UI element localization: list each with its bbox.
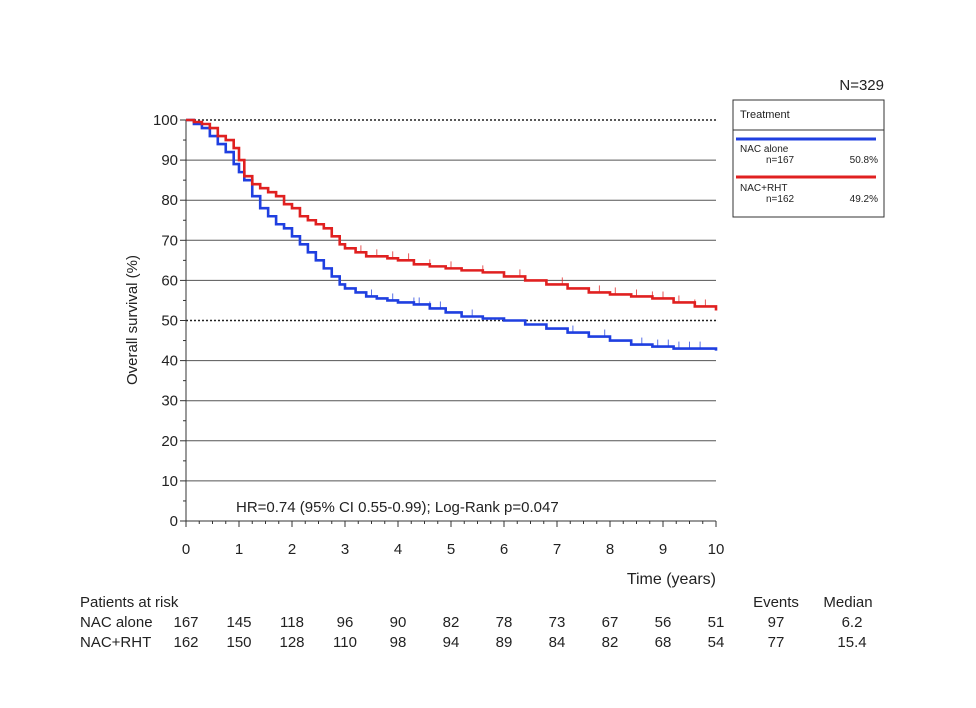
risk-median-nac-alone: 6.2 (842, 614, 863, 631)
x-tick-label-6: 6 (500, 541, 508, 558)
risk-events-nac-alone: 97 (768, 614, 785, 631)
legend-label-nac-alone: NAC alone (740, 144, 789, 155)
x-tick-label-2: 2 (288, 541, 296, 558)
x-tick-label-10: 10 (708, 541, 725, 558)
legend-label-nac-rht: NAC+RHT (740, 183, 788, 194)
risk-value-nac-rht: 162 (173, 634, 198, 651)
hr-annotation: HR=0.74 (95% CI 0.55-0.99); Log-Rank p=0… (236, 499, 559, 516)
y-tick-label-30: 30 (161, 393, 178, 410)
risk-value-nac-rht: 150 (226, 634, 251, 651)
series-group (186, 118, 718, 351)
risk-value-nac-rht: 54 (708, 634, 725, 651)
risk-events-nac-rht: 77 (768, 634, 785, 651)
legend-title: Treatment (740, 109, 790, 121)
risk-value-nac-rht: 94 (443, 634, 460, 651)
y-tick-label-0: 0 (170, 513, 178, 530)
legend-pct-nac-rht: 49.2% (850, 194, 878, 205)
legend-box (732, 99, 885, 218)
y-tick-label-70: 70 (161, 232, 178, 249)
x-tick-label-7: 7 (553, 541, 561, 558)
risk-table: Patients at risk Events Median NAC alone… (80, 594, 873, 651)
risk-value-nac-alone: 67 (602, 614, 619, 631)
x-tick-label-5: 5 (447, 541, 455, 558)
y-tick-label-10: 10 (161, 473, 178, 490)
legend-n-nac-alone: n=167 (766, 155, 795, 166)
y-tick-label-80: 80 (161, 192, 178, 209)
risk-value-nac-alone: 56 (655, 614, 672, 631)
n-label: N=329 (839, 77, 884, 94)
risk-table-title: Patients at risk (80, 594, 179, 611)
risk-value-nac-alone: 118 (280, 614, 304, 631)
y-axis-label: Overall survival (%) (124, 255, 141, 385)
x-axis-label: Time (years) (627, 571, 716, 588)
series-line-nac-rht (186, 118, 718, 311)
risk-row-label-nac-rht: NAC+RHT (80, 634, 151, 651)
risk-value-nac-rht: 128 (279, 634, 304, 651)
y-tick-label-40: 40 (161, 353, 178, 370)
risk-values: 167 145 118 96 90 82 78 73 67 56 51 162 150 128 110 98 9… (173, 614, 724, 651)
risk-value-nac-alone: 73 (549, 614, 566, 631)
risk-table-events-header: Events (753, 594, 799, 611)
y-tick-label-60: 60 (161, 272, 178, 289)
x-tick-label-8: 8 (606, 541, 614, 558)
x-tick-label-1: 1 (235, 541, 243, 558)
risk-value-nac-alone: 78 (496, 614, 513, 631)
risk-value-nac-rht: 84 (549, 634, 566, 651)
legend-n-nac-rht: n=162 (766, 194, 795, 205)
risk-value-nac-rht: 110 (333, 634, 357, 651)
legend-pct-nac-alone: 50.8% (850, 155, 878, 166)
risk-value-nac-alone: 51 (708, 614, 725, 631)
x-tick-label-0: 0 (182, 541, 190, 558)
y-tick-label-50: 50 (161, 313, 178, 330)
y-tick-label-90: 90 (161, 152, 178, 169)
risk-row-label-nac-alone: NAC alone (80, 614, 153, 631)
grid-lines (186, 119, 716, 482)
risk-value-nac-rht: 82 (602, 634, 619, 651)
risk-value-nac-rht: 89 (496, 634, 513, 651)
risk-value-nac-rht: 68 (655, 634, 672, 651)
legend: Treatment NAC alone n=167 50.8% NAC+RHT … (732, 99, 885, 218)
x-tick-label-3: 3 (341, 541, 349, 558)
series-line-nac-alone (186, 118, 718, 351)
risk-table-median-header: Median (823, 594, 872, 611)
x-tick-label-4: 4 (394, 541, 402, 558)
risk-value-nac-alone: 90 (390, 614, 407, 631)
risk-value-nac-rht: 98 (390, 634, 407, 651)
axes: 0 10 20 30 40 50 60 70 80 90 100 0 1 2 3 4 5 6 7 8 9 10 (153, 112, 724, 558)
risk-value-nac-alone: 96 (337, 614, 354, 631)
y-tick-label-20: 20 (161, 433, 178, 450)
risk-value-nac-alone: 167 (173, 614, 198, 631)
risk-value-nac-alone: 145 (226, 614, 251, 631)
risk-value-nac-alone: 82 (443, 614, 460, 631)
y-tick-label-100: 100 (153, 112, 178, 129)
risk-median-nac-rht: 15.4 (837, 634, 866, 651)
x-tick-label-9: 9 (659, 541, 667, 558)
